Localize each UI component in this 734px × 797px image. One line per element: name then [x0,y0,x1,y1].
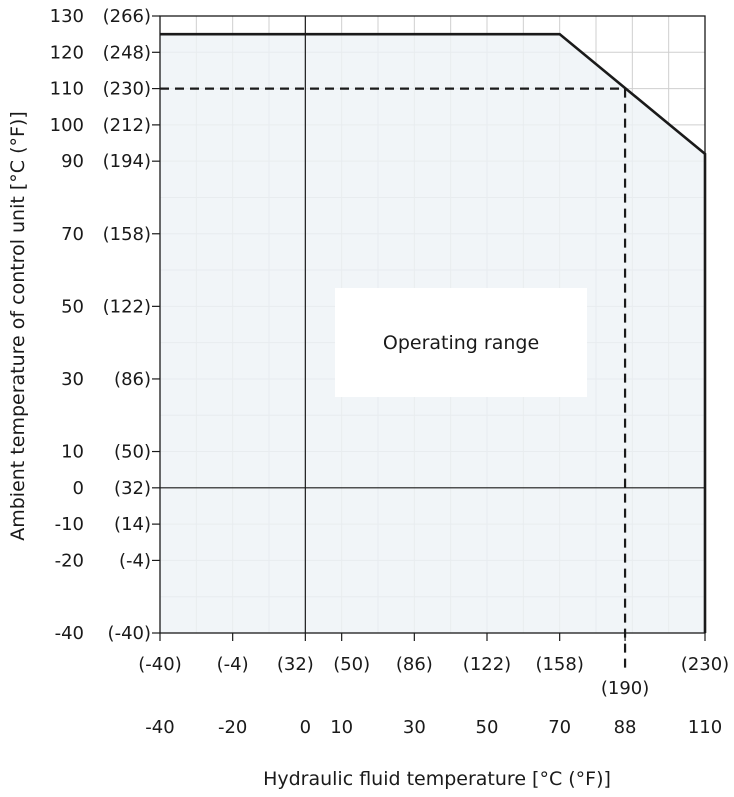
y-tick-label-fahrenheit: (14) [114,514,151,535]
x-tick-label-fahrenheit: (122) [463,654,511,675]
y-tick-label-fahrenheit: (86) [114,369,151,390]
y-tick-label-fahrenheit: (212) [103,115,151,136]
y-tick-label-fahrenheit: (122) [103,296,151,317]
x-tick-label-celsius: 30 [403,717,426,738]
y-tick-label-fahrenheit: (266) [103,6,151,27]
y-tick-label-celsius: 100 [50,115,84,136]
y-tick-label-celsius: 110 [50,79,84,100]
x-tick-label-fahrenheit: (-40) [138,654,181,675]
x-tick-label-celsius: 110 [688,717,722,738]
x-axis-title: Hydraulic fluid temperature [°C (°F)] [263,768,611,790]
operating-range-label-box [335,288,587,397]
x-tick-label-fahrenheit: (-4) [217,654,249,675]
y-tick-label-fahrenheit: (-4) [119,550,151,571]
x-tick-label-fahrenheit: (190) [601,678,649,699]
x-tick-label-fahrenheit: (32) [277,654,314,675]
x-tick-label-fahrenheit: (50) [333,654,370,675]
y-tick-label-fahrenheit: (50) [114,442,151,463]
y-tick-label-fahrenheit: (158) [103,224,151,245]
y-tick-label-celsius: 70 [61,224,84,245]
x-tick-label-celsius: 88 [614,717,637,738]
x-tick-label-celsius: 50 [476,717,499,738]
y-tick-label-fahrenheit: (-40) [108,623,151,644]
operating-range-boundary-line [160,32,707,633]
y-tick-label-celsius: -10 [55,514,84,535]
x-tick-label-fahrenheit: (230) [681,654,729,675]
x-tick-label-celsius: 0 [300,717,311,738]
x-tick-label-fahrenheit: (158) [535,654,583,675]
y-tick-label-fahrenheit: (248) [103,42,151,63]
zero-axis-lines [160,16,705,633]
x-tick-label-celsius: -40 [145,717,174,738]
y-tick-label-fahrenheit: (230) [103,79,151,100]
y-tick-labels: 130 (266)120 (248)110 (230)100 (212)90 (194)7… [50,6,151,644]
y-tick-label-celsius: -20 [55,550,84,571]
y-axis-title: Ambient temperature of control unit [°C … [7,111,29,541]
y-tick-label-celsius: 130 [50,6,84,27]
x-tick-label-celsius: 70 [548,717,571,738]
y-tick-label-fahrenheit: (32) [114,478,151,499]
y-tick-label-celsius: -40 [55,623,84,644]
y-tick-label-celsius: 90 [61,151,84,172]
tick-marks [152,15,706,641]
y-tick-label-celsius: 10 [61,442,84,463]
y-tick-label-celsius: 50 [61,296,84,317]
x-tick-labels: -40 (-40) -20 (-4) 0 (32) 10 (50) 30 (86) 50 (122) 7… [138,654,729,738]
reference-dashed-lines [160,87,627,668]
y-tick-label-celsius: 0 [73,478,84,499]
x-tick-label-celsius: -20 [218,717,247,738]
x-tick-label-celsius: 10 [330,717,353,738]
y-tick-label-celsius: 30 [61,369,84,390]
y-tick-label-fahrenheit: (194) [103,151,151,172]
y-tick-label-celsius: 120 [50,42,84,63]
x-tick-label-fahrenheit: (86) [396,654,433,675]
operating-range-label: Operating range [383,332,539,354]
